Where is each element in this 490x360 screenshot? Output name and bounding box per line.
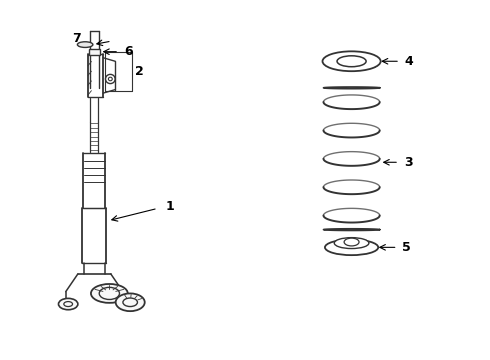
Ellipse shape bbox=[116, 293, 145, 311]
Text: 3: 3 bbox=[404, 156, 413, 169]
Bar bbox=[89, 49, 99, 55]
Text: 2: 2 bbox=[135, 66, 143, 78]
Text: 4: 4 bbox=[405, 55, 414, 68]
Ellipse shape bbox=[91, 284, 128, 303]
Ellipse shape bbox=[58, 298, 78, 310]
Text: 7: 7 bbox=[73, 32, 81, 45]
Ellipse shape bbox=[325, 239, 378, 255]
Text: 5: 5 bbox=[402, 241, 411, 254]
Ellipse shape bbox=[334, 238, 369, 248]
Ellipse shape bbox=[77, 42, 93, 48]
Ellipse shape bbox=[337, 56, 366, 67]
Text: 1: 1 bbox=[165, 200, 174, 213]
Ellipse shape bbox=[344, 238, 359, 246]
Text: 6: 6 bbox=[124, 45, 132, 58]
Ellipse shape bbox=[322, 51, 381, 71]
